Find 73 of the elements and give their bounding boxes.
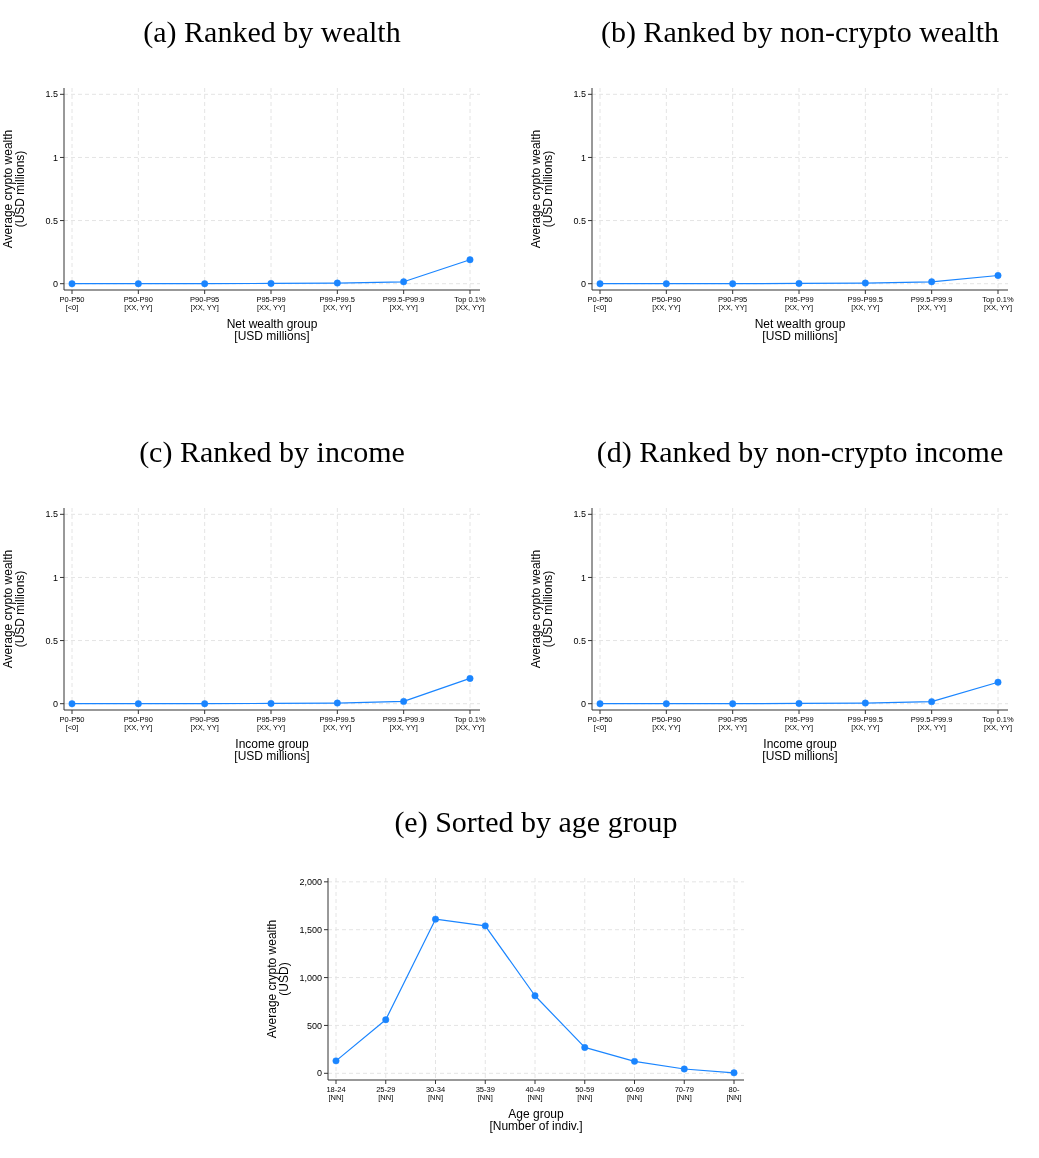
y-tick-label: 0 [580,278,586,289]
y-axis-title: Average crypto wealth (USD millions) [1,549,27,669]
point [662,700,670,708]
point [730,1069,738,1077]
point [581,1044,589,1051]
point [333,279,341,287]
point [631,1057,638,1065]
y-axis-title: Average crypto wealth (USD millions) [1,129,27,249]
chart-title: (e) Sorted by age group [394,805,678,839]
chart-title: (a) Ranked by wealth [143,15,401,49]
point [729,280,737,288]
point [729,700,737,708]
y-tick-label: 0.5 [45,215,58,226]
point [680,1065,688,1073]
x-axis-title: Income group [USD millions] [234,737,310,763]
y-tick-label: 0 [316,1068,322,1079]
y-tick-label: 500 [306,1020,322,1031]
point [201,700,209,708]
point [68,280,76,288]
y-tick-label: 1 [580,572,586,583]
x-axis-title: Income group [USD millions] [762,737,838,763]
y-tick-label: 2,000 [299,876,322,887]
point [400,278,408,286]
point [201,280,209,288]
point [928,698,936,706]
y-axis-title: Average crypto wealth (USD millions) [529,129,555,249]
y-tick-label: 1,000 [299,972,322,983]
y-tick-label: 1 [52,152,58,163]
point [68,700,76,708]
point [928,278,936,286]
point [861,699,869,707]
y-axis-title: Average crypto wealth (USD millions) [529,549,555,669]
point [267,699,275,707]
y-tick-label: 0.5 [573,215,586,226]
y-axis-title: Average crypto wealth (USD) [265,919,291,1039]
point [333,699,341,707]
point [134,700,142,708]
x-axis-title: Age group [Number of indiv.] [489,1107,583,1133]
point [795,699,803,707]
y-tick-label: 0 [52,698,58,709]
y-tick-label: 0 [52,278,58,289]
x-axis-title: Net wealth group [USD millions] [226,317,318,343]
point [134,280,142,288]
point [795,279,803,287]
y-tick-label: 1.5 [45,509,58,520]
y-tick-label: 1.5 [573,509,586,520]
y-tick-label: 1.5 [573,89,586,100]
point [596,700,604,708]
point [861,279,869,287]
point [481,922,489,930]
y-tick-label: 1.5 [45,89,58,100]
y-tick-label: 1 [580,152,586,163]
point [466,674,474,682]
chart-title: (b) Ranked by non-crypto wealth [600,15,1000,49]
chart-title: (d) Ranked by non-crypto income [596,435,1004,469]
point [596,280,604,288]
chart-title: (c) Ranked by income [139,435,405,469]
point [267,279,275,287]
point [432,915,439,923]
point [382,1016,390,1024]
y-tick-label: 1,500 [299,924,322,935]
point [994,272,1002,279]
y-tick-label: 0.5 [45,635,58,646]
point [332,1057,340,1065]
point [400,697,408,705]
point [466,256,474,264]
point [531,992,539,1000]
point [994,678,1002,686]
point [662,280,670,288]
x-axis-title: Net wealth group [USD millions] [754,317,846,343]
y-tick-label: 1 [52,572,58,583]
y-tick-label: 0 [580,698,586,709]
y-tick-label: 0.5 [573,635,586,646]
